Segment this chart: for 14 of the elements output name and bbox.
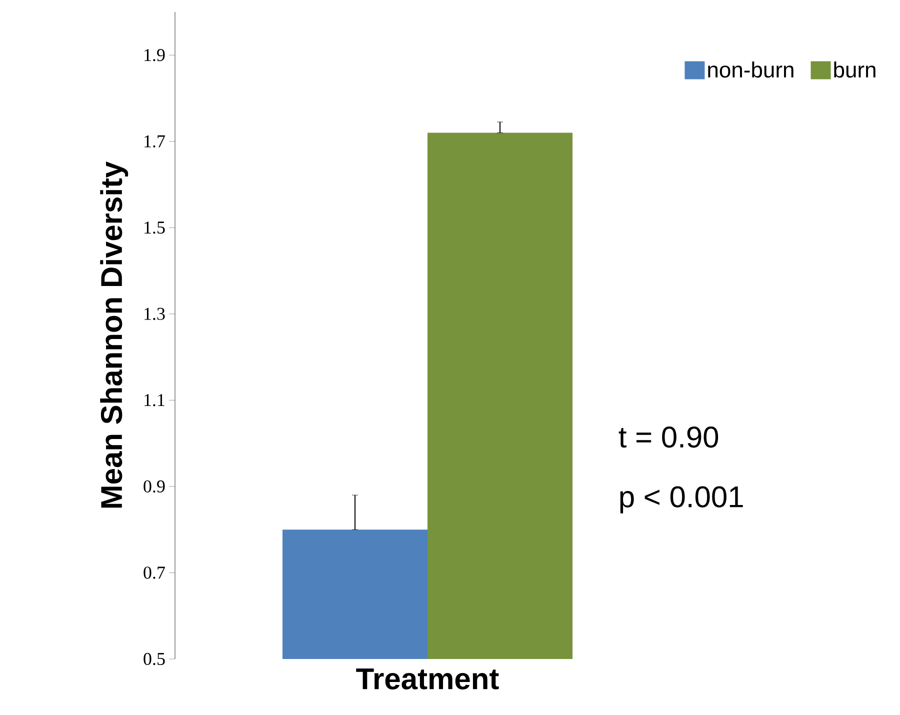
y-tick-label: 0.7 bbox=[144, 566, 165, 579]
x-axis-title: Treatment bbox=[356, 668, 499, 690]
y-axis-title: Mean Shannon Diversity bbox=[100, 161, 128, 508]
y-tick-label: 0.9 bbox=[144, 480, 165, 493]
y-tick-label: 1.3 bbox=[144, 308, 165, 320]
legend-label: non-burn bbox=[708, 61, 794, 78]
legend-label: burn bbox=[834, 61, 876, 78]
y-tick-label: 1.7 bbox=[144, 135, 165, 148]
y-tick-label: 0.5 bbox=[144, 652, 165, 666]
text: t = 0.90 bbox=[618, 426, 718, 448]
y-tick-label: 1.9 bbox=[144, 49, 165, 62]
y-tick-label: 1.1 bbox=[144, 394, 164, 406]
text: p < 0.001 bbox=[620, 486, 743, 514]
y-tick-label: 1.5 bbox=[144, 222, 165, 234]
